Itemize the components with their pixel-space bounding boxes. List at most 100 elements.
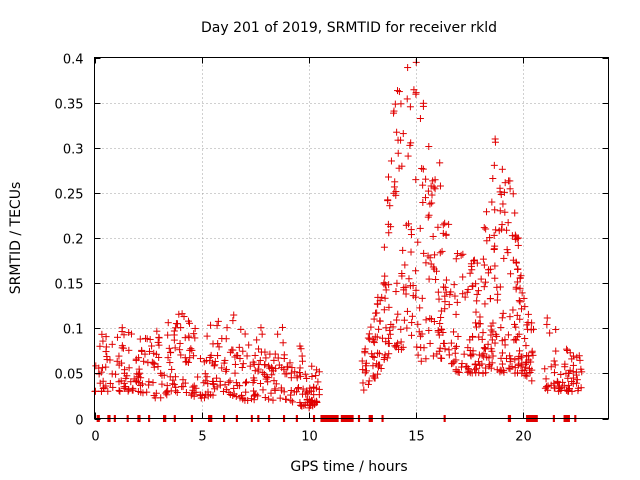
data-point: [514, 234, 522, 242]
data-point: [497, 324, 505, 332]
data-point: [404, 152, 412, 160]
data-point: [409, 282, 417, 290]
data-point: [473, 290, 481, 298]
data-point: [293, 388, 301, 396]
data-point: [254, 367, 262, 375]
data-point: [500, 254, 508, 262]
y-tick-label: 0.05: [55, 368, 84, 383]
data-point: [397, 338, 405, 346]
data-point: [513, 311, 521, 319]
data-point: [183, 358, 191, 366]
data-point: [155, 334, 163, 342]
data-point: [203, 373, 211, 381]
x-tick-labels: 0 5 10 15 20: [91, 430, 531, 445]
data-point: [511, 335, 519, 343]
data-point: [392, 343, 400, 351]
data-point: [528, 377, 536, 385]
data-point: [403, 95, 411, 103]
data-point: [418, 294, 426, 302]
data-point: [515, 297, 523, 305]
data-point: [237, 325, 245, 333]
data-point: [440, 283, 448, 291]
data-point: [261, 394, 269, 402]
data-point: [120, 331, 128, 339]
data-point: [256, 380, 264, 388]
data-point: [364, 334, 372, 342]
data-point: [412, 89, 420, 97]
data-point: [491, 274, 499, 282]
data-point: [393, 128, 401, 136]
data-point: [220, 359, 228, 367]
data-point: [419, 181, 427, 189]
data-point: [306, 384, 314, 392]
data-point: [506, 177, 514, 185]
data-point: [164, 331, 172, 339]
data-point: [380, 280, 388, 288]
data-point: [381, 272, 389, 280]
data-point: [391, 178, 399, 186]
data-point: [412, 176, 420, 184]
data-point: [386, 326, 394, 334]
y-tick-label: 0.1: [63, 323, 84, 338]
data-point: [441, 345, 449, 353]
data-point: [414, 238, 422, 246]
data-point: [566, 366, 574, 374]
data-point: [200, 394, 208, 402]
data-point: [469, 282, 477, 290]
data-point: [473, 259, 481, 267]
data-point: [425, 326, 433, 334]
data-point: [435, 347, 443, 355]
data-point: [108, 370, 116, 378]
data-point: [557, 371, 565, 379]
data-point: [270, 356, 278, 364]
data-point: [213, 374, 221, 382]
data-point: [472, 308, 480, 316]
data-point: [434, 327, 442, 335]
data-point: [230, 311, 238, 319]
data-point: [466, 269, 474, 277]
data-point: [387, 223, 395, 231]
data-point: [223, 324, 231, 332]
data-point: [99, 337, 107, 345]
data-point: [506, 352, 514, 360]
data-point: [251, 351, 259, 359]
data-point: [498, 360, 506, 368]
data-point: [572, 368, 580, 376]
data-point: [568, 355, 576, 363]
data-point: [542, 375, 550, 383]
data-point: [374, 370, 382, 378]
data-point: [489, 352, 497, 360]
data-point: [420, 249, 428, 257]
data-point: [479, 255, 487, 263]
data-point: [254, 392, 262, 400]
data-point: [480, 261, 488, 269]
data-point: [573, 353, 581, 361]
data-point: [397, 325, 405, 333]
data-point: [218, 364, 226, 372]
data-point: [384, 173, 392, 181]
data-point: [527, 326, 535, 334]
data-point: [102, 333, 110, 341]
data-point: [561, 363, 569, 371]
data-point: [243, 352, 251, 360]
data-point: [569, 361, 577, 369]
data-point: [298, 402, 306, 410]
data-point: [294, 384, 302, 392]
data-point: [523, 321, 531, 329]
data-point: [209, 378, 217, 386]
data-point: [436, 182, 444, 190]
data-point: [394, 149, 402, 157]
data-point: [222, 365, 230, 373]
data-point: [238, 364, 246, 372]
data-point: [166, 359, 174, 367]
data-point: [472, 319, 480, 327]
data-point: [509, 306, 517, 314]
data-point: [452, 310, 460, 318]
data-point: [442, 231, 450, 239]
data-point: [429, 177, 437, 185]
data-point: [503, 246, 511, 254]
data-point: [514, 265, 522, 273]
data-point: [438, 325, 446, 333]
data-point: [291, 368, 299, 376]
